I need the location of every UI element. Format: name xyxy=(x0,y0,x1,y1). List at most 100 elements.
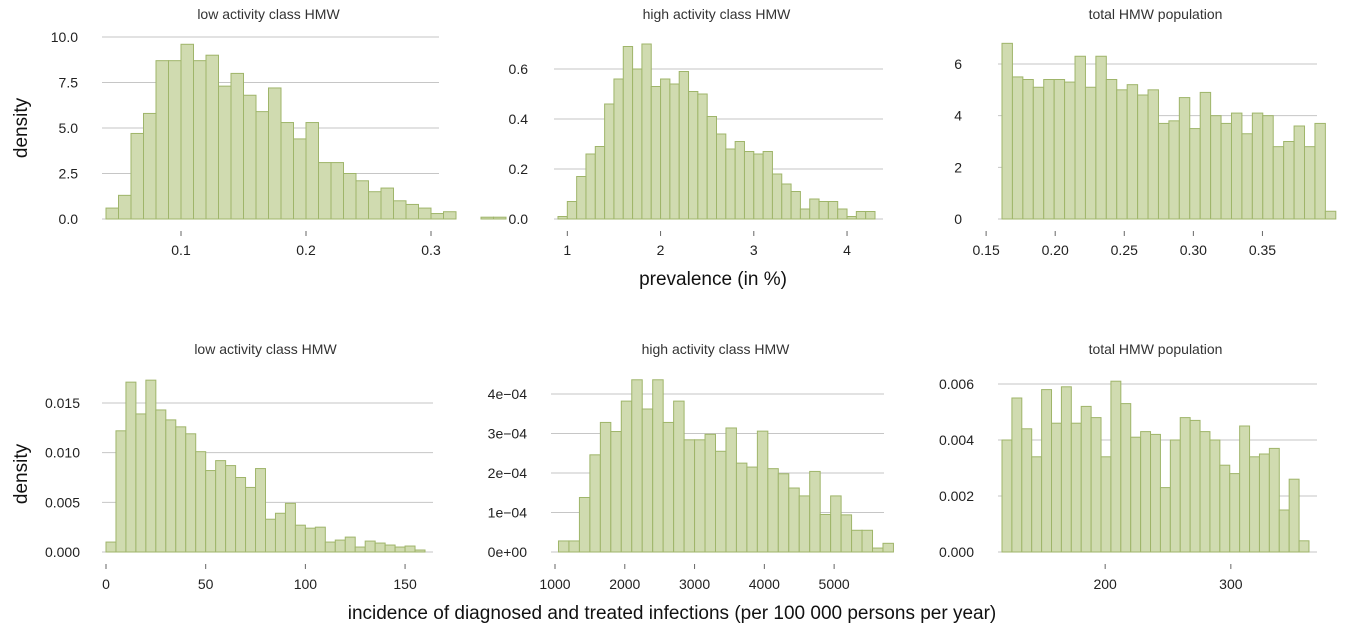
histogram-bar xyxy=(304,527,316,553)
histogram-bar xyxy=(1080,405,1092,553)
histogram-bar xyxy=(662,421,675,553)
panel-title: high activity class HMW xyxy=(643,6,792,22)
histogram-bar xyxy=(330,162,344,220)
histogram-bar xyxy=(115,430,127,553)
histogram-bar xyxy=(324,541,336,553)
y-tick-label: 2e−04 xyxy=(488,465,528,481)
histogram-bar xyxy=(284,502,296,553)
histogram-bar xyxy=(1053,79,1066,220)
histogram-bar xyxy=(697,93,708,220)
histogram-bar xyxy=(694,439,706,553)
histogram-bar xyxy=(743,151,755,220)
histogram-bar xyxy=(620,400,633,553)
y-tick-label: 0.002 xyxy=(939,488,974,504)
histogram-bar xyxy=(405,203,419,220)
histogram-bar xyxy=(1189,128,1201,220)
histogram-bar xyxy=(493,216,507,220)
histogram-bar xyxy=(255,111,269,220)
x-tick-label: 200 xyxy=(1093,576,1117,592)
histogram-bar xyxy=(1105,79,1118,220)
y-tick-label: 2.5 xyxy=(59,166,79,182)
histogram-bar xyxy=(230,72,244,220)
histogram-bar xyxy=(384,544,396,553)
histogram-bar xyxy=(175,426,187,553)
x-tick-label: 5000 xyxy=(819,576,850,592)
histogram-bar xyxy=(1199,431,1211,553)
panel-title: high activity class HMW xyxy=(642,341,791,357)
histogram-bar xyxy=(790,191,801,220)
histogram-bar xyxy=(1169,439,1181,553)
histogram-bar xyxy=(293,138,307,220)
histogram-bar xyxy=(205,470,217,553)
histogram-bar xyxy=(374,542,386,553)
x-tick-label: 0.3 xyxy=(421,242,441,258)
histogram-bar xyxy=(734,141,745,220)
histogram-panel-1: low activity class HMW 0.0 2.5 5.0 7.5 10.0 0.… xyxy=(51,6,507,258)
histogram-bar xyxy=(218,85,232,220)
x-tick-label: 50 xyxy=(198,576,214,592)
histogram-bar xyxy=(280,122,294,220)
histogram-bar xyxy=(641,408,654,553)
y-tick-label: 0.0 xyxy=(509,211,529,227)
top-row-ylabel: density xyxy=(11,97,32,158)
histogram-bar xyxy=(837,208,848,220)
histogram-bar xyxy=(225,465,237,553)
histogram-bar xyxy=(683,439,696,553)
x-tick-label: 1000 xyxy=(539,576,570,592)
panel-title: low activity class HMW xyxy=(194,341,337,357)
histogram-bar xyxy=(135,413,147,553)
histogram-bar xyxy=(1262,115,1274,220)
histogram-bar xyxy=(235,477,247,553)
histogram-bar xyxy=(1084,86,1097,220)
histogram-bar xyxy=(1283,141,1295,220)
histogram-bar xyxy=(430,213,444,220)
histogram-bar xyxy=(827,201,839,220)
histogram-bar xyxy=(861,529,874,553)
histogram-bar xyxy=(767,468,779,553)
x-tick-label: 4000 xyxy=(749,576,780,592)
histogram-bar xyxy=(819,513,832,553)
histogram-bar xyxy=(735,462,748,553)
y-tick-label: 2 xyxy=(954,159,962,175)
x-tick-label: 3 xyxy=(750,242,758,258)
x-tick-label: 0.25 xyxy=(1111,242,1138,258)
histogram-bar xyxy=(1199,91,1212,220)
histogram-bar xyxy=(566,201,578,220)
histogram-bar xyxy=(652,379,664,553)
histogram-bar xyxy=(830,495,842,553)
y-tick-label: 0.015 xyxy=(45,395,80,411)
histogram-bar xyxy=(818,201,829,220)
histogram-bar xyxy=(443,211,457,220)
histogram-bar xyxy=(746,466,758,553)
histogram-bar xyxy=(1120,403,1132,553)
x-tick-label: 3000 xyxy=(679,576,710,592)
histogram-bar xyxy=(404,545,416,553)
histogram-bar xyxy=(706,116,717,220)
histogram-bar xyxy=(610,431,622,553)
histogram-bar xyxy=(1095,55,1107,220)
histogram-bar xyxy=(1239,425,1251,553)
y-tick-label: 5.0 xyxy=(59,120,79,136)
histogram-bar xyxy=(1116,89,1128,220)
histogram-bar xyxy=(557,540,570,553)
histogram-bar xyxy=(1278,509,1290,553)
y-tick-label: 0.000 xyxy=(939,544,974,560)
histogram-bar xyxy=(756,430,769,553)
histogram-bar xyxy=(1110,380,1122,553)
histogram-bar xyxy=(1031,456,1043,553)
x-tick-label: 2 xyxy=(657,242,665,258)
histogram-bar xyxy=(1060,386,1072,553)
histogram-bar xyxy=(480,216,494,220)
histogram-bar xyxy=(268,87,282,220)
histogram-bar xyxy=(641,43,652,220)
histogram-bar xyxy=(809,470,821,553)
histogram-bar xyxy=(1074,55,1086,220)
y-tick-label: 0.010 xyxy=(45,445,80,461)
histogram-bar xyxy=(155,409,167,553)
histogram-bar xyxy=(716,133,727,220)
histogram-bar xyxy=(1288,478,1300,553)
histogram-bar xyxy=(688,91,699,220)
histogram-bar xyxy=(265,518,276,553)
histogram-panel-2: high activity class HMW 0.0 0.2 0.4 0.6 1 2 3 4 xyxy=(509,6,883,258)
panel-title: low activity class HMW xyxy=(197,6,340,22)
